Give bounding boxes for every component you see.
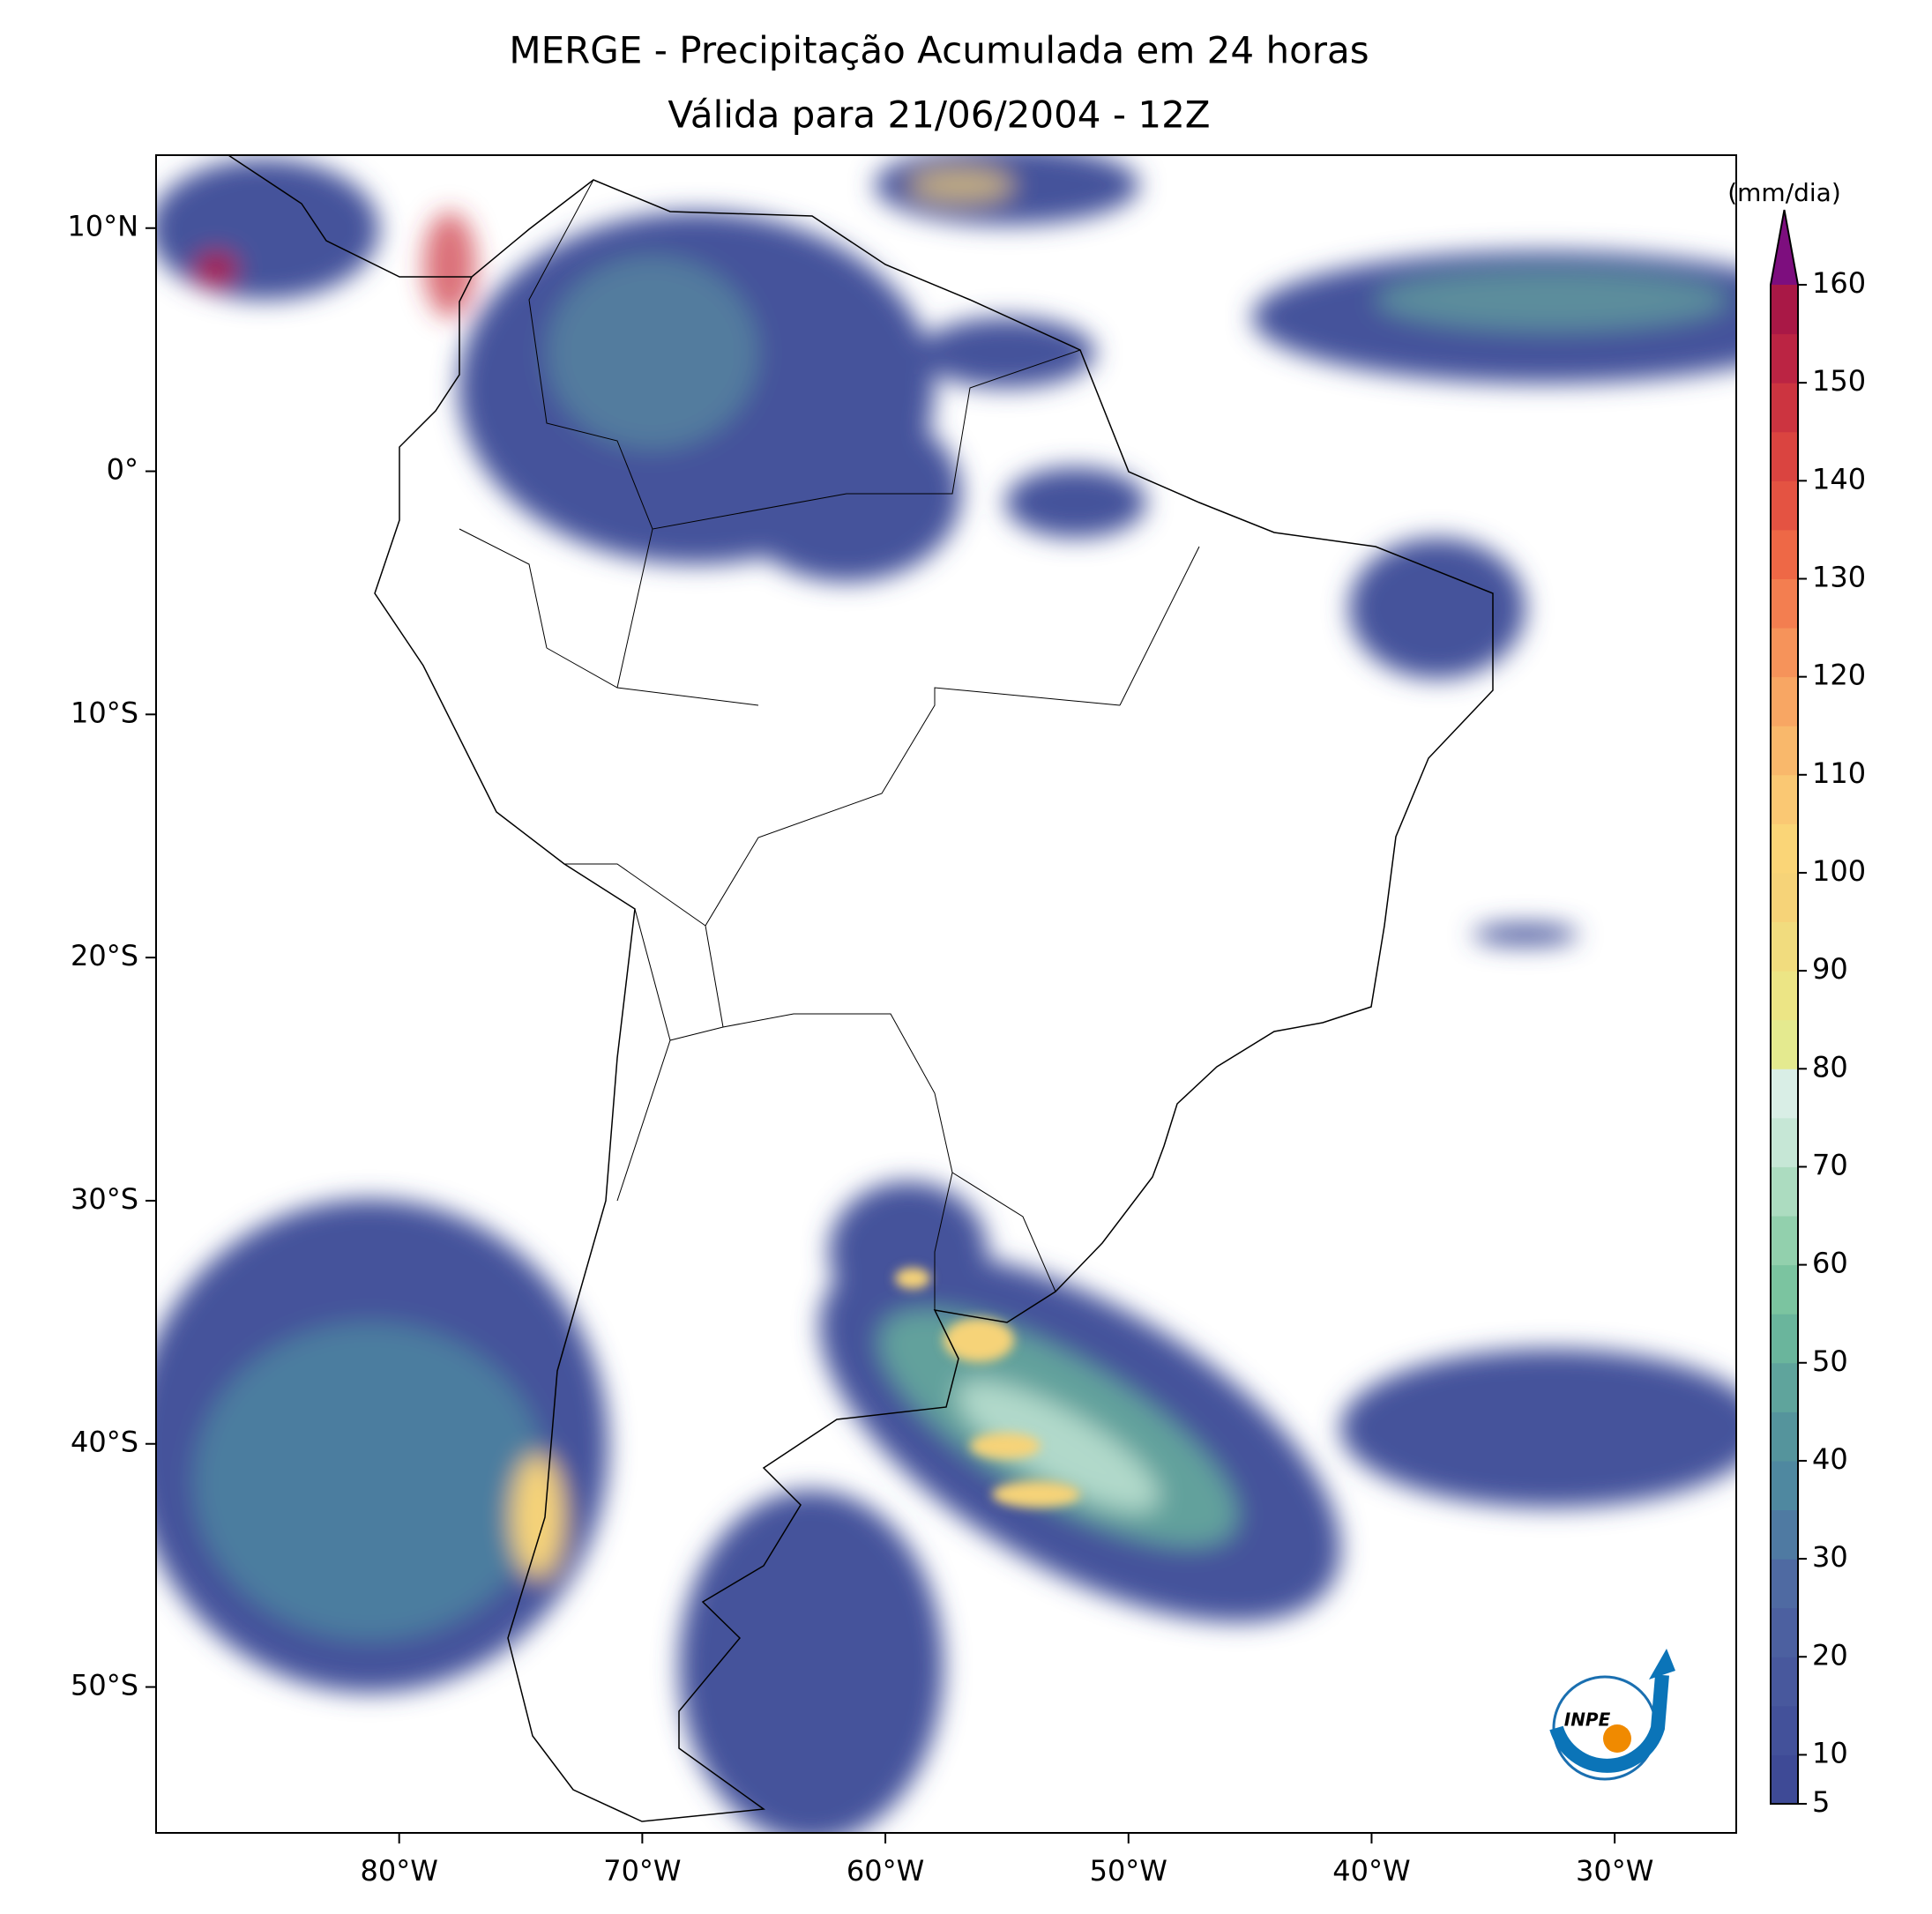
colorbar-bin [1771, 1705, 1798, 1755]
colorbar-bin [1771, 1264, 1798, 1314]
colorbar-tick-label: 160 [1812, 266, 1866, 300]
logo-text: INPE [1564, 1709, 1611, 1731]
x-tick-label: 70°W [603, 1854, 681, 1888]
x-tick-label: 60°W [847, 1854, 924, 1888]
colorbar-bin [1771, 1607, 1798, 1657]
colorbar-bin [1771, 628, 1798, 678]
colorbar-bin [1771, 1460, 1798, 1511]
precipitation-field [156, 155, 1736, 1833]
colorbar-bin [1771, 529, 1798, 579]
y-tick-label: 10°S [71, 696, 138, 729]
chart-subtitle: Válida para 21/06/2004 - 12Z [668, 93, 1210, 137]
colorbar-bin [1771, 1314, 1798, 1364]
chart-title: MERGE - Precipitação Acumulada em 24 hor… [509, 29, 1369, 72]
colorbar-tick-label: 20 [1812, 1638, 1848, 1672]
x-tick-label: 40°W [1332, 1854, 1410, 1888]
colorbar-bin [1771, 872, 1798, 923]
colorbar-tick-label: 90 [1812, 952, 1848, 986]
colorbar-bin [1771, 1411, 1798, 1462]
colorbar-bin [1771, 1754, 1798, 1805]
colorbar-bin [1771, 1559, 1798, 1609]
x-tick-label: 30°W [1576, 1854, 1653, 1888]
y-tick-label: 0° [107, 453, 138, 487]
colorbar-tick-label: 50 [1812, 1344, 1848, 1378]
x-tick-label: 80°W [361, 1854, 438, 1888]
colorbar-tick-label: 5 [1812, 1785, 1830, 1819]
colorbar-bin [1771, 1117, 1798, 1167]
colorbar-tick-label: 60 [1812, 1247, 1848, 1280]
y-tick-label: 10°N [67, 210, 138, 243]
y-tick-label: 30°S [71, 1182, 138, 1216]
logo: INPE [1549, 1649, 1675, 1781]
colorbar-bin [1771, 578, 1798, 629]
precipitation-peaks [895, 1268, 1080, 1508]
colorbar-bin [1771, 726, 1798, 776]
colorbar-tick-label: 70 [1812, 1148, 1848, 1181]
colorbar-tick-label: 130 [1812, 560, 1866, 593]
y-tick-label: 40°S [71, 1426, 138, 1459]
colorbar-tick-label: 120 [1812, 659, 1866, 692]
colorbar-tick-label: 80 [1812, 1050, 1848, 1084]
colorbar-bin [1771, 285, 1798, 335]
y-tick-label: 50°S [71, 1669, 138, 1702]
colorbar-bin [1771, 383, 1798, 433]
colorbar-bin [1771, 823, 1798, 874]
colorbar-bin [1771, 480, 1798, 531]
colorbar-tick-label: 110 [1812, 756, 1866, 790]
colorbar-bin [1771, 971, 1798, 1021]
borders [459, 179, 1200, 1310]
colorbar-bin [1771, 676, 1798, 726]
colorbar-bin [1771, 921, 1798, 972]
colorbar-bin [1771, 1019, 1798, 1069]
map-frame [155, 154, 1737, 1834]
colorbar-label: (mm/dia) [1727, 178, 1841, 207]
colorbar-bin [1771, 1362, 1798, 1412]
colorbar-bin [1771, 1216, 1798, 1266]
colorbar-bin [1771, 1166, 1798, 1217]
x-tick-label: 50°W [1090, 1854, 1167, 1888]
colorbar-bin [1771, 1069, 1798, 1119]
colorbar-bin [1771, 333, 1798, 384]
colorbar-bin [1771, 1657, 1798, 1707]
colorbar-tick-label: 150 [1812, 364, 1866, 398]
colorbar-frame [1770, 209, 1799, 1805]
colorbar-extension [1771, 210, 1798, 285]
colorbar-tick-label: 100 [1812, 854, 1866, 888]
colorbar-tick-label: 10 [1812, 1736, 1848, 1769]
colorbar-tick-label: 30 [1812, 1540, 1848, 1574]
map-area: INPE [156, 155, 1736, 1833]
colorbar-tick-label: 40 [1812, 1442, 1848, 1476]
coastline [228, 155, 1494, 1822]
colorbar-bin [1771, 774, 1798, 824]
colorbar-bin [1771, 1509, 1798, 1560]
colorbar-bin [1771, 431, 1798, 481]
colorbar-tick-label: 140 [1812, 462, 1866, 495]
y-tick-label: 20°S [71, 939, 138, 972]
